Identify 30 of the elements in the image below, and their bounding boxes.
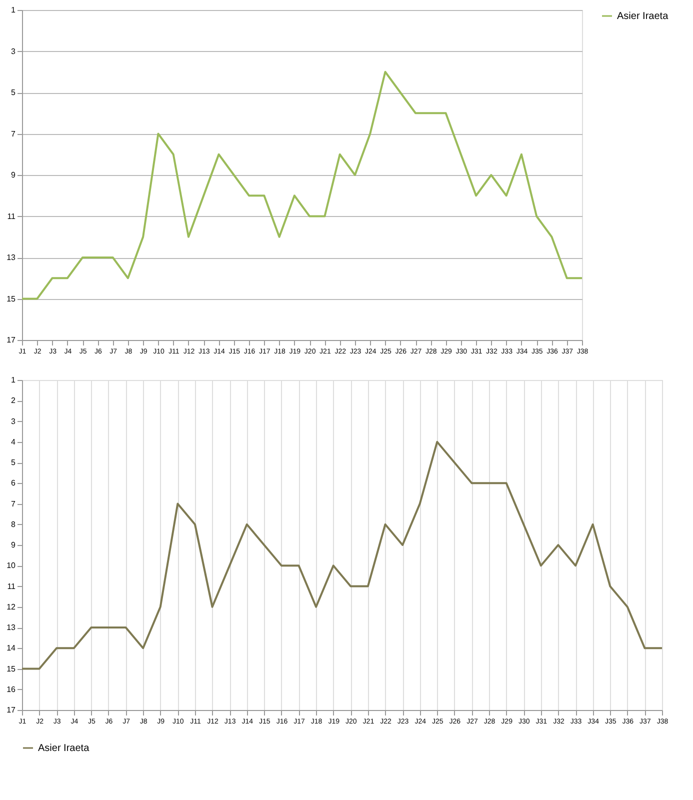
y-tick-label: 13 <box>6 253 16 262</box>
y-tick-label: 7 <box>11 129 16 138</box>
line-series <box>21 440 663 670</box>
legend-label: Asier Iraeta <box>617 11 669 22</box>
y-tick-label: 3 <box>11 416 16 426</box>
y-tick-label: 1 <box>11 376 16 384</box>
y-tick-label: 15 <box>6 664 16 674</box>
y-tick-label: 17 <box>6 336 16 344</box>
y-tick-label: 9 <box>11 540 16 550</box>
y-tick-label: 11 <box>7 212 16 221</box>
y-tick-label: 15 <box>6 294 16 304</box>
y-tick-label: 5 <box>11 88 16 97</box>
y-tick-label: 8 <box>11 520 16 529</box>
y-tick-label: 7 <box>11 499 16 508</box>
y-tick-label: 16 <box>6 684 16 694</box>
y-tick-label: 1 <box>11 6 16 14</box>
y-tick-label: 4 <box>11 437 16 446</box>
y-tick-label: 3 <box>11 46 16 56</box>
y-tick-label: 6 <box>11 478 16 488</box>
y-tick-label: 5 <box>11 458 16 467</box>
y-tick-label: 9 <box>11 170 16 180</box>
y-tick-label: 2 <box>11 396 16 406</box>
y-tick-label: 10 <box>6 561 16 570</box>
line-series <box>21 70 583 300</box>
y-tick-label: 17 <box>6 706 16 714</box>
y-tick-label: 13 <box>6 623 16 632</box>
y-tick-label: 11 <box>7 582 16 591</box>
y-tick-label: 14 <box>6 644 16 653</box>
legend-label: Asier Iraeta <box>38 743 90 754</box>
y-tick-label: 12 <box>6 602 16 612</box>
